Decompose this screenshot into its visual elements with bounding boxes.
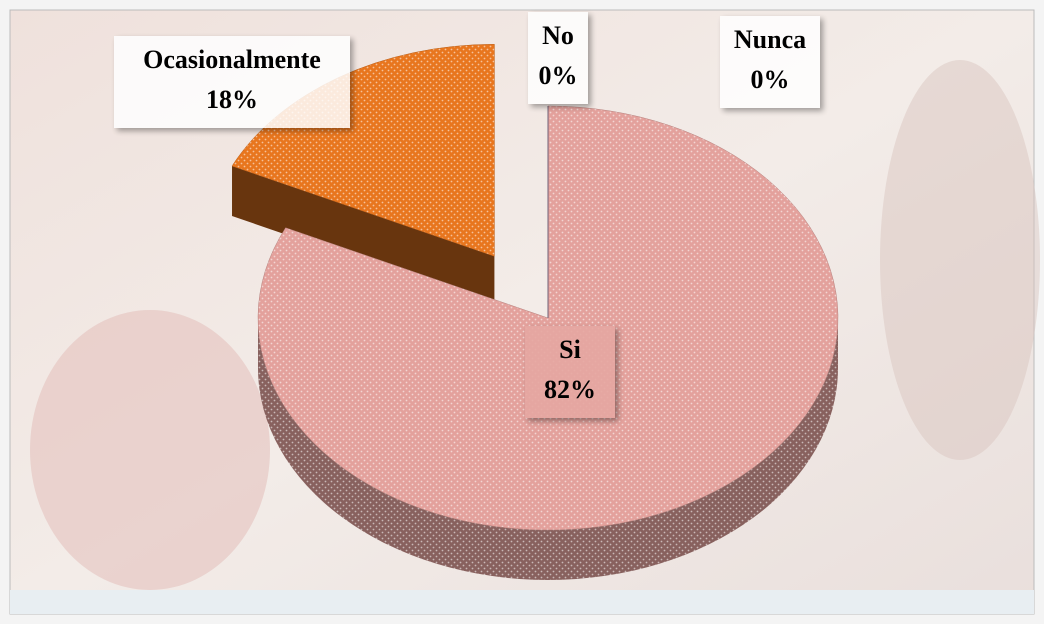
chart: Si 82% Ocasionalmente 18% No 0% Nunca 0% [0, 0, 1044, 624]
category-label: Ocasionalmente [143, 45, 321, 74]
value-label: 18% [206, 85, 258, 114]
value-label: 0% [751, 65, 790, 94]
value-label: 0% [539, 61, 578, 90]
value-label: 82% [544, 375, 596, 404]
category-label: Si [559, 335, 581, 364]
background-shape [880, 60, 1040, 460]
category-label: Nunca [734, 25, 806, 54]
background-strip [10, 590, 1034, 614]
category-label: No [542, 21, 574, 50]
background-shape [30, 310, 270, 590]
